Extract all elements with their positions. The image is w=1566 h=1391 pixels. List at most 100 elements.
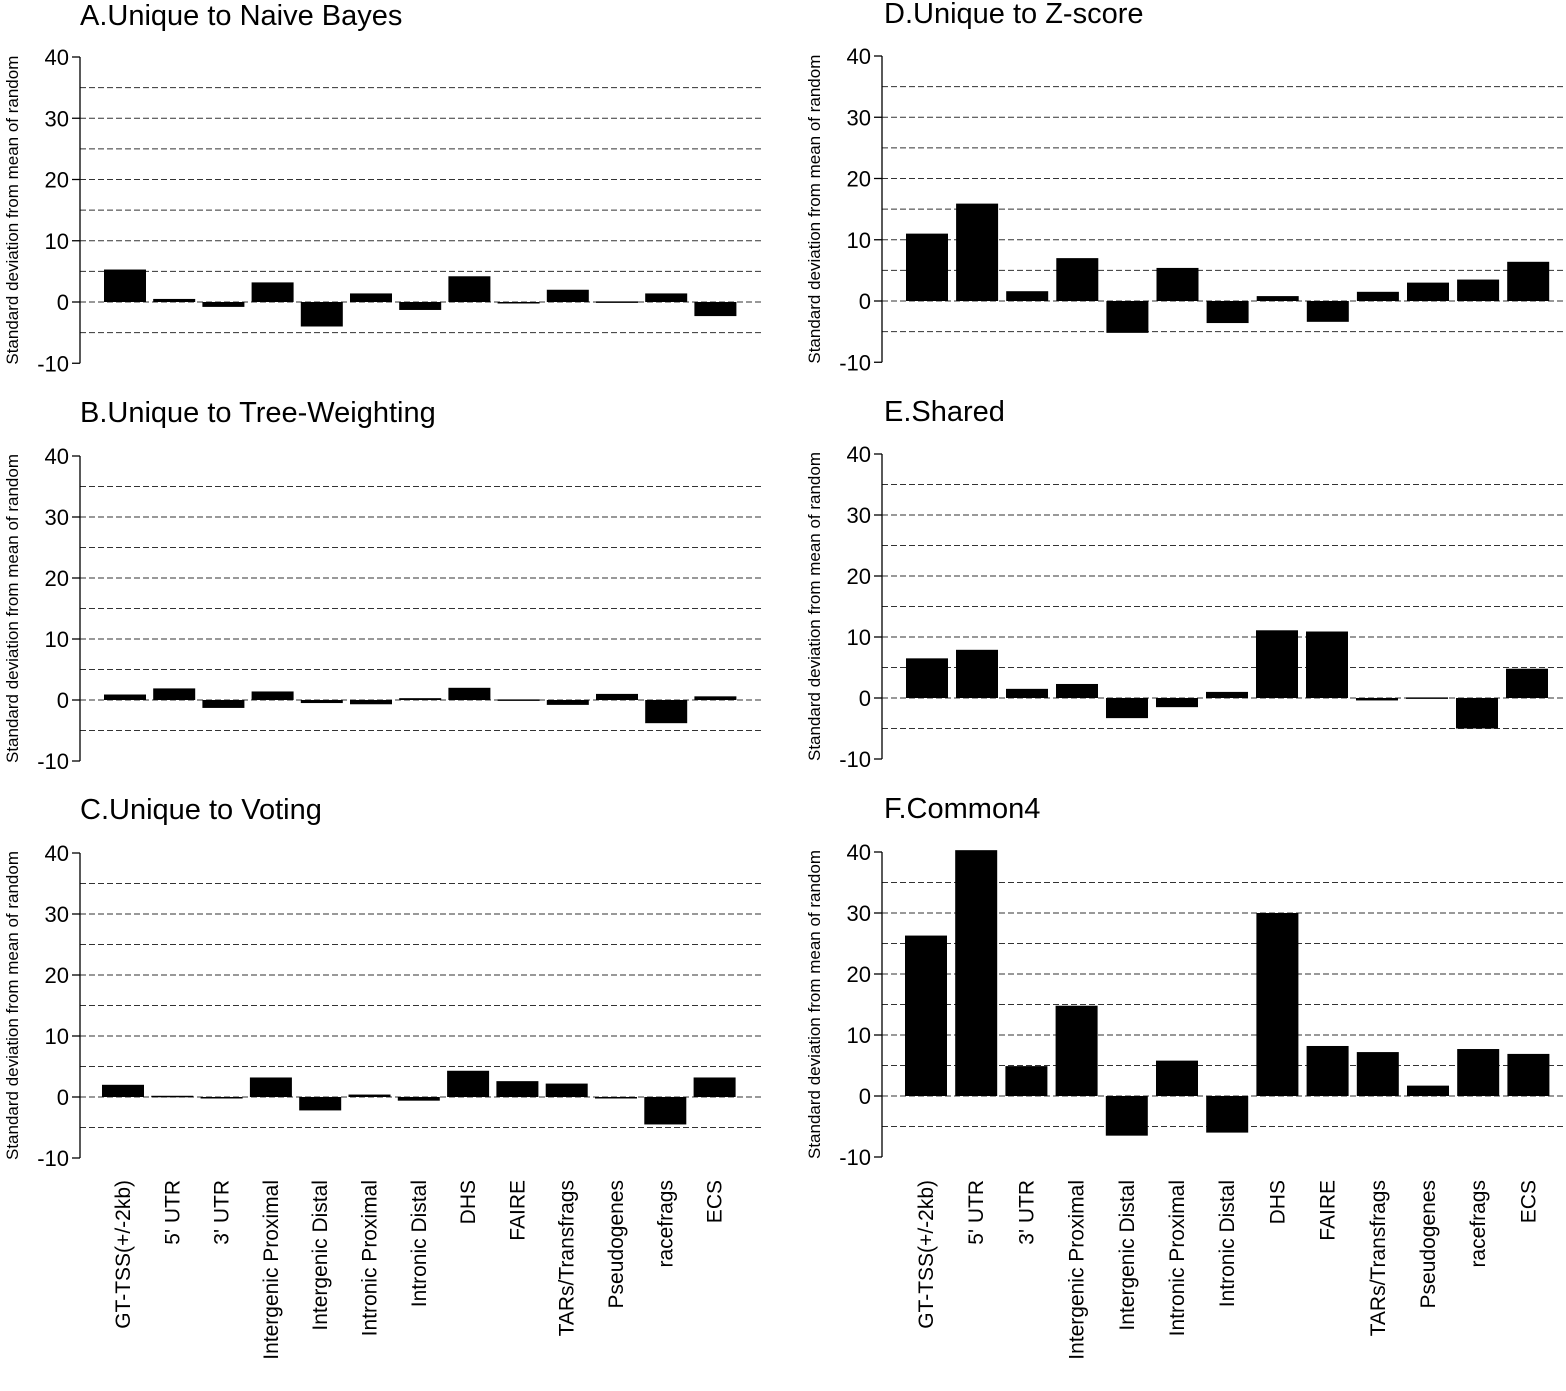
y-tick-label: 40 — [45, 444, 69, 469]
panel-title: D.Unique to Z-score — [884, 0, 1144, 30]
bar — [1156, 1060, 1198, 1096]
x-tick-label: DHS — [457, 1180, 480, 1224]
bar — [1407, 1085, 1449, 1096]
x-tick-label: TARs/Transfrags — [1367, 1180, 1390, 1336]
bar — [1356, 698, 1398, 701]
bar — [645, 700, 688, 724]
bar — [1156, 698, 1198, 708]
bar — [153, 688, 196, 700]
x-tick-label: DHS — [1266, 1180, 1289, 1224]
y-tick-label: 20 — [45, 963, 69, 988]
y-tick-label: 20 — [847, 962, 871, 987]
x-tick-label: Pseudogenes — [605, 1180, 628, 1308]
bar — [645, 293, 688, 302]
bar — [1507, 1053, 1550, 1096]
bar — [1406, 697, 1448, 699]
panel-title: E.Shared — [884, 396, 1005, 428]
bar — [104, 269, 146, 302]
bar — [1056, 258, 1099, 301]
bar — [300, 302, 343, 327]
y-tick-label: 30 — [847, 503, 871, 528]
chart-panel-6: F.Common4 -10 0 10 20 30 40 Standard deviation … — [805, 793, 1566, 1360]
x-tick-label: FAIRE — [1317, 1180, 1340, 1241]
y-tick-label: 30 — [45, 902, 69, 927]
y-tick-label: 30 — [45, 505, 69, 530]
y-tick-label: 10 — [45, 229, 69, 254]
panel-title: C.Unique to Voting — [80, 794, 322, 826]
y-tick-label: 40 — [847, 442, 871, 467]
x-tick-label: 5' UTR — [161, 1180, 184, 1245]
y-tick-label: -10 — [839, 747, 871, 772]
bar — [102, 1084, 144, 1097]
y-tick-label: 40 — [45, 841, 69, 866]
bar — [251, 282, 294, 302]
bar — [1206, 691, 1248, 698]
bar — [1056, 683, 1098, 698]
bar — [1457, 279, 1500, 301]
bar — [1206, 1096, 1249, 1133]
bar — [906, 233, 948, 301]
bar — [1106, 301, 1149, 333]
x-tick-label: Intergenic Distal — [309, 1180, 332, 1331]
chart-panel-5: E.Shared -10 0 10 20 30 40 Standard deviation f… — [805, 396, 1566, 772]
y-tick-label: 20 — [847, 564, 871, 589]
bar — [104, 694, 146, 700]
y-tick-label: 10 — [847, 228, 871, 253]
bar — [693, 1077, 736, 1097]
x-tick-label: Intergenic Proximal — [260, 1180, 283, 1360]
x-tick-label: Intronic Distal — [408, 1180, 431, 1307]
x-tick-label: GT-TSS(+/-2kb) — [112, 1180, 135, 1329]
y-tick-label: -10 — [839, 350, 871, 375]
bar — [1456, 698, 1498, 729]
x-tick-label: Pseudogenes — [1417, 1180, 1440, 1308]
y-tick-label: 0 — [57, 688, 69, 713]
y-tick-label: 0 — [859, 289, 871, 314]
bar — [1507, 261, 1550, 301]
y-tick-label: -10 — [37, 1146, 69, 1171]
bar — [905, 935, 947, 1096]
chart-panel-4: D.Unique to Z-score -10 0 10 20 30 40 Standard … — [805, 0, 1566, 375]
bar — [202, 700, 245, 708]
x-tick-label: Intergenic Proximal — [1066, 1180, 1089, 1360]
bar — [956, 649, 998, 698]
y-tick-label: 10 — [45, 1024, 69, 1049]
bar — [348, 1094, 391, 1097]
bar — [1005, 1066, 1048, 1096]
bar — [200, 1097, 243, 1099]
bar — [1306, 631, 1348, 698]
chart-panel-1: A.Unique to Naive Bayes -10 0 10 20 30 40 Stand… — [3, 0, 762, 376]
bar — [1256, 296, 1299, 301]
y-tick-label: 10 — [45, 627, 69, 652]
y-tick-label: 30 — [45, 106, 69, 131]
bar — [596, 693, 638, 700]
panel-title: A.Unique to Naive Bayes — [80, 0, 402, 32]
panel-title: F.Common4 — [884, 793, 1040, 825]
y-tick-label: -10 — [839, 1145, 871, 1170]
bar — [153, 298, 196, 302]
y-axis-label: Standard deviation from mean of random — [3, 851, 22, 1160]
y-tick-label: 30 — [847, 901, 871, 926]
y-tick-label: 10 — [847, 1023, 871, 1048]
x-tick-label: Intronic Proximal — [359, 1180, 382, 1336]
bar — [299, 1097, 342, 1111]
bar — [497, 302, 540, 304]
bar — [694, 696, 737, 700]
bar — [545, 1083, 588, 1097]
x-tick-label: Intergenic Distal — [1116, 1180, 1139, 1331]
bar — [397, 1097, 440, 1101]
bar — [956, 203, 999, 301]
bar — [399, 698, 442, 700]
bar — [1356, 291, 1399, 301]
bar — [546, 289, 589, 302]
x-tick-label: ECS — [1517, 1180, 1540, 1223]
bar — [448, 276, 491, 302]
bar — [1055, 1005, 1098, 1096]
bar — [906, 658, 948, 698]
bar — [249, 1077, 292, 1097]
x-tick-label: GT-TSS(+/-2kb) — [915, 1180, 938, 1329]
bar — [955, 850, 998, 1096]
bar — [1506, 668, 1548, 698]
bar — [1306, 301, 1349, 322]
x-tick-label: ECS — [704, 1180, 727, 1223]
